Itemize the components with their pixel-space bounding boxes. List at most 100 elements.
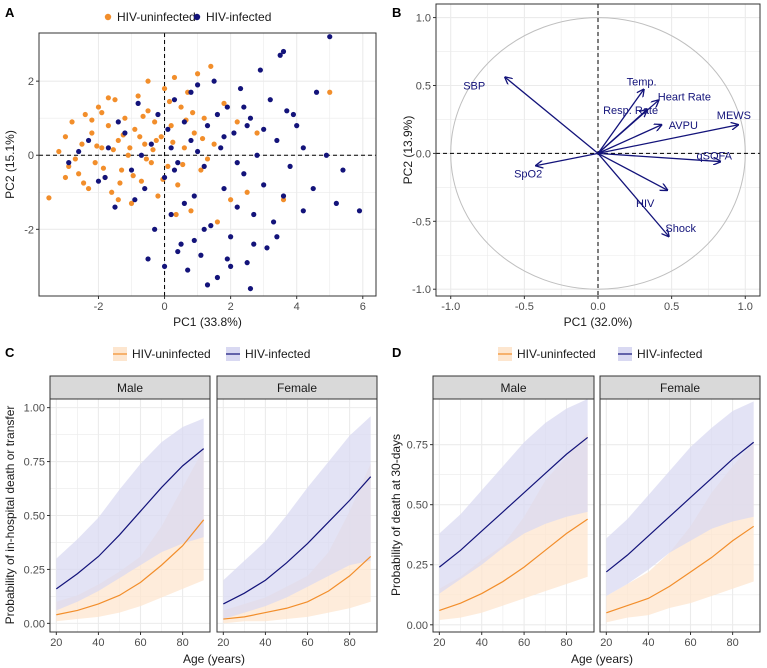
data-point [201,163,207,169]
x-tick-label: 0 [161,301,167,313]
x-tick-label: 0.5 [664,301,679,313]
data-point [166,98,173,105]
data-point [356,208,363,214]
data-point [191,237,197,244]
arrow-label: Heart Rate [658,91,711,103]
data-point [145,78,151,84]
x-tick-label: 40 [92,637,104,649]
data-point [290,111,297,118]
x-tick-label: 60 [301,637,313,649]
data-point [241,104,247,110]
data-point [82,111,88,118]
x-tick-label: 80 [177,637,189,649]
data-point [122,115,128,121]
data-point [208,63,214,69]
data-point [194,82,201,88]
data-point [185,267,191,273]
data-point [138,152,145,158]
legend-label: HIV-uninfected [117,10,196,24]
data-point [168,123,174,129]
data-point [327,89,333,95]
data-point [221,185,227,192]
arrow-line [597,90,644,154]
data-point [287,163,293,169]
arrow-line [597,152,667,190]
data-point [171,97,178,103]
data-point [211,141,217,147]
y-tick-label: 0 [28,150,34,162]
data-point [214,274,221,281]
data-point [244,189,250,195]
data-point [102,174,108,181]
plot-background [39,33,376,296]
data-point [140,113,146,119]
y-tick-label: 0.25 [407,560,428,572]
x-tick-label: -2 [94,301,104,313]
y-tick-label: 0.50 [24,511,45,523]
panel-letter: D [392,345,401,360]
data-point [178,104,184,110]
data-point [221,100,227,106]
panel-b: B -1.0 -0.5 0.0 0.5 1.0 -1.0 -0.5 0.0 0.5 1.0 SBP Te… [392,3,761,329]
data-point [171,167,178,173]
data-point [274,137,280,144]
data-point [148,160,154,166]
panel-letter: A [5,5,15,20]
loading-arrow-resp-rate: Resp. Rate [597,105,658,154]
mean-line-hiv-infected [55,448,205,590]
y-axis-title: Probability of in-hospital death or tran… [3,406,17,625]
facet-strip-label: Male [117,381,143,395]
arrow-label: SBP [463,80,485,92]
panel-a: A HIV-uninfected HIV-infected -2 0 2 4 6 -2 0 2 PC1… [3,5,377,329]
data-point [150,147,156,153]
data-point [224,256,230,262]
panel-letter: C [5,345,15,360]
y-tick-label: 0.25 [24,564,45,576]
data-point [110,147,116,153]
data-point [214,111,221,118]
data-point [62,134,69,140]
y-tick-label: 0.00 [407,620,428,632]
data-point [155,111,161,118]
ci-band-hiv-infected [223,416,371,620]
data-point [270,219,277,225]
data-point [284,108,290,114]
data-point [237,85,244,92]
x-tick-label: -0.5 [515,301,534,313]
data-point [62,174,69,181]
facet-male: Male 20 40 60 80 0.00 0.25 0.50 0.75 [407,375,595,649]
data-point [194,71,201,77]
data-point [231,130,237,136]
data-point [175,248,181,255]
data-point [254,152,260,158]
data-point [175,160,181,166]
mean-line-hiv-uninfected [439,518,588,611]
data-point [142,141,148,147]
data-point [66,160,72,166]
x-tick-label: 60 [134,637,146,649]
y-tick-label: 0.00 [24,618,45,630]
ci-band-hiv-uninfected [56,448,204,622]
mean-line-hiv-uninfected [223,556,372,620]
data-point [323,152,330,158]
plot-frame [599,398,761,633]
y-axis-title: PC2 (13.9%) [401,116,415,185]
data-point [117,180,123,186]
data-point [178,241,184,247]
data-point [112,204,118,210]
data-point [204,156,211,162]
data-point [261,126,267,132]
x-axis-title: Age (years) [183,652,245,666]
data-point [170,139,176,145]
y-tick-label: 1.00 [24,403,45,415]
data-point [165,126,171,132]
data-point [340,167,346,173]
data-point [327,34,333,40]
arrow-label: Resp. Rate [603,105,658,117]
mean-line-hiv-infected [605,441,755,573]
x-axis-title: PC1 (32.0%) [564,315,633,329]
x-tick-label: 80 [344,637,356,649]
loading-arrow-mews: MEWS [597,110,751,155]
data-point [280,193,287,199]
